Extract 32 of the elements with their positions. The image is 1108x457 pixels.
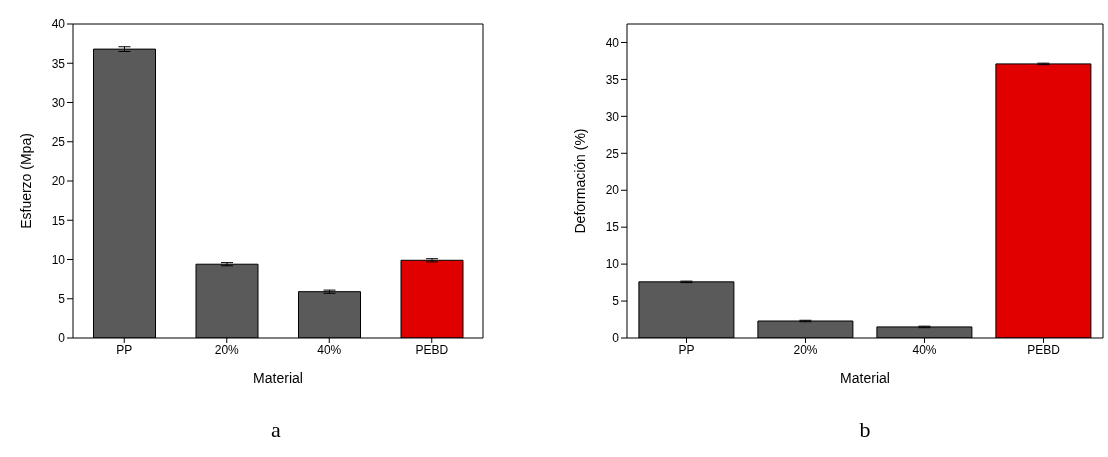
x-tick-label: 20% — [214, 342, 240, 357]
y-tick-label: 10 — [51, 252, 66, 267]
y-tick-label: 15 — [605, 220, 620, 235]
y-tick-label: 20 — [51, 174, 66, 189]
x-tick-label: 40% — [317, 342, 342, 357]
y-tick-label: 40 — [51, 17, 66, 32]
text: a — [270, 417, 282, 443]
y-tick-label: 30 — [605, 109, 620, 124]
x-tick-label: PP — [678, 342, 695, 357]
text: b — [858, 417, 872, 443]
y-tick-label: 35 — [605, 72, 620, 87]
x-axis-title: Material — [253, 370, 303, 386]
y-tick-label: 10 — [605, 257, 620, 272]
x-tick-label: 20% — [793, 342, 818, 357]
y-axis-title: Deformación (%) — [571, 128, 588, 234]
y-tick-label: 25 — [605, 146, 620, 161]
y-tick-label: 5 — [612, 294, 620, 309]
y-tick-label: 30 — [51, 95, 66, 110]
y-tick-label: 0 — [58, 331, 66, 346]
y-tick-label: 25 — [51, 135, 66, 150]
y-axis-title: Esfuerzo (Mpa) — [17, 133, 34, 229]
y-tick-label: 5 — [58, 292, 66, 307]
y-tick-label: 20 — [605, 183, 620, 198]
y-tick-label: 15 — [51, 213, 66, 228]
x-tick-label: PEBD — [1027, 342, 1061, 357]
x-tick-label: 40% — [912, 342, 937, 357]
x-axis-title: Material — [840, 370, 890, 386]
x-tick-label: PP — [116, 342, 133, 357]
y-tick-label: 35 — [51, 56, 66, 71]
x-tick-label: PEBD — [415, 342, 449, 357]
y-tick-label: 40 — [605, 35, 620, 50]
y-tick-label: 0 — [612, 331, 620, 346]
